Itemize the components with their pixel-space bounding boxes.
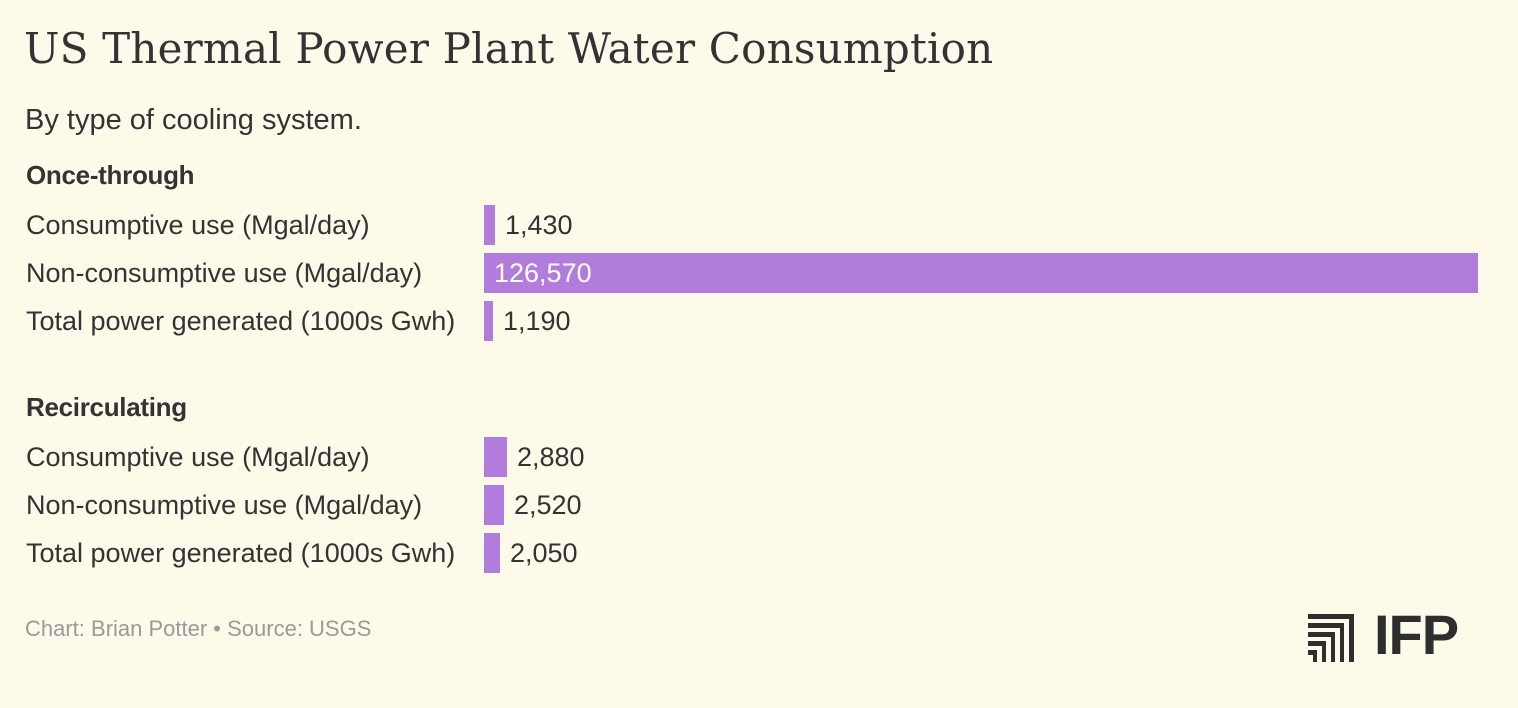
row-label-0-0: Consumptive use (Mgal/day) [26,210,370,240]
row-label-1-1: Non-consumptive use (Mgal/day) [26,490,423,520]
bar-value-label-0-2: 1,190 [503,306,571,336]
group-label-1: Recirculating [26,392,187,422]
chart-credit: Chart: Brian Potter • Source: USGS [25,616,372,641]
chart-subtitle: By type of cooling system. [25,104,362,136]
logo-text: IFP [1374,603,1459,666]
bar-value-label-0-0: 1,430 [505,210,573,240]
bar-value-label-0-1: 126,570 [494,258,592,288]
group-label-0: Once-through [26,160,195,190]
ifp-logo-icon [1308,614,1354,662]
row-label-0-2: Total power generated (1000s Gwh) [26,306,456,336]
row-label-0-1: Non-consumptive use (Mgal/day) [26,258,423,288]
chart-title: US Thermal Power Plant Water Consumption [24,24,994,73]
row-label-1-0: Consumptive use (Mgal/day) [26,442,370,472]
bar-value-label-1-0: 2,880 [517,442,585,472]
bar-value-label-1-2: 2,050 [510,538,578,568]
bar-value-label-1-1: 2,520 [514,490,582,520]
bar-0-1 [484,253,1478,293]
bar-1-1 [484,485,504,525]
bar-1-0 [484,437,507,477]
row-label-1-2: Total power generated (1000s Gwh) [26,538,456,568]
bar-0-2 [484,301,493,341]
bar-1-2 [484,533,500,573]
bar-0-0 [484,205,495,245]
